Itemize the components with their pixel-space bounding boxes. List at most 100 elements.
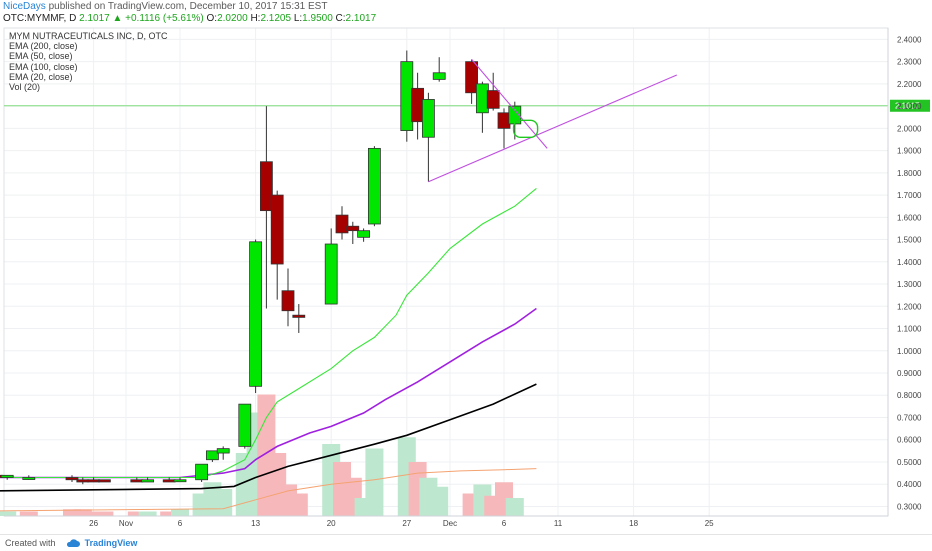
- ema20-line: [0, 187, 537, 479]
- candle-body: [346, 225, 360, 232]
- change-label: 2.1017 ▲ +0.1116 (+5.61%): [79, 13, 204, 24]
- candle-body: [216, 448, 230, 454]
- ohlc-readout: OTC:MYMMF, D 2.1017 ▲ +0.1116 (+5.61%) O…: [3, 13, 376, 25]
- tradingview-logo-text[interactable]: TradingView: [84, 538, 138, 548]
- price-tick-label: 0.9000: [897, 369, 922, 378]
- candle-body: [205, 450, 219, 461]
- candlesticks: [0, 50, 522, 485]
- legend-item-volume[interactable]: Vol (20): [9, 82, 41, 93]
- price-tick-label: 1.7000: [897, 191, 922, 200]
- volume-bar: [160, 511, 179, 516]
- candle-body: [76, 479, 90, 483]
- volume-bar: [73, 509, 92, 516]
- volume-bar: [430, 486, 449, 516]
- price-tick-label: 1.6000: [897, 213, 922, 222]
- candle-body: [98, 479, 111, 483]
- candle-body: [281, 290, 295, 312]
- ema200-line: [0, 468, 537, 512]
- close-label: C:: [335, 13, 346, 24]
- price-tick-label: 0.7000: [897, 413, 922, 422]
- price-tick-label: 1.1000: [897, 325, 922, 334]
- plot-frame: [3, 27, 889, 517]
- candle-body: [238, 403, 252, 447]
- candle-body: [465, 61, 479, 94]
- open-value: 2.0200: [217, 13, 248, 24]
- candle-body: [259, 161, 273, 212]
- candle-body: [324, 243, 338, 305]
- ema50-line: [0, 307, 537, 479]
- trendlines: [428, 59, 678, 183]
- chart-grid: [3, 27, 889, 517]
- candle-body: [367, 147, 381, 225]
- author-name[interactable]: NiceDays: [3, 1, 46, 12]
- ema100-line: [0, 383, 537, 492]
- price-tick-label: 2.0000: [897, 124, 922, 133]
- price-tick-label: 0.8000: [897, 391, 922, 400]
- date-tick-label: 13: [251, 519, 260, 528]
- date-tick-label: 6: [178, 519, 183, 528]
- candle-body: [421, 99, 435, 138]
- cloud-icon: [66, 539, 81, 548]
- candle-body: [195, 463, 209, 481]
- candle-body: [141, 479, 155, 483]
- date-tick-label: Dec: [443, 519, 457, 528]
- candle-body: [0, 474, 14, 478]
- volume-bar: [19, 511, 38, 516]
- trendline: [428, 74, 678, 183]
- low-label: L:: [293, 13, 303, 24]
- price-tick-label: 0.6000: [897, 436, 922, 445]
- close-value: 2.1017: [345, 13, 377, 24]
- volume-bar: [171, 509, 189, 516]
- date-tick-label: 11: [554, 519, 563, 528]
- candle-body: [65, 477, 79, 481]
- high-value: 2.1205: [260, 13, 292, 24]
- price-tick-label: 2.4000: [897, 35, 922, 44]
- candle-body: [87, 479, 100, 483]
- volume-bar: [505, 498, 524, 516]
- candle-body: [173, 479, 187, 483]
- volume-bar: [95, 511, 114, 516]
- footer-bar: Created with TradingView: [0, 534, 932, 551]
- price-tick-label: 1.9000: [897, 147, 922, 156]
- indicator-legend: MYM NUTRACEUTICALS INC, D, OTC EMA (200,…: [9, 31, 168, 92]
- volume-bar: [0, 511, 17, 516]
- price-tick-label: 2.3000: [897, 58, 922, 67]
- candle-body: [292, 314, 306, 318]
- price-badge: [890, 99, 930, 112]
- candle-body: [486, 90, 500, 109]
- candle-body: [130, 479, 144, 483]
- symbol-label: OTC:MYMMF, D: [3, 13, 77, 24]
- date-tick-label: 26: [89, 519, 98, 528]
- candle-body: [162, 479, 176, 483]
- legend-item-ema200[interactable]: EMA (200, close): [9, 41, 78, 52]
- open-label: O:: [206, 13, 218, 24]
- candle-body: [335, 214, 349, 234]
- volume-bar: [289, 493, 308, 516]
- price-tick-label: 1.8000: [897, 169, 922, 178]
- candle-body: [357, 230, 371, 238]
- price-tick-label: 0.5000: [897, 458, 922, 467]
- publish-text: published on TradingView.com, December 1…: [48, 1, 328, 12]
- price-line: 2.1017: [4, 99, 930, 112]
- volume-bar: [138, 511, 157, 516]
- volume-bar: [84, 511, 103, 516]
- low-value: 1.9500: [302, 13, 333, 24]
- legend-item-ema50[interactable]: EMA (50, close): [9, 51, 73, 62]
- price-tick-label: 2.1000: [897, 102, 922, 111]
- high-label: H:: [250, 13, 261, 24]
- ema-lines: [0, 187, 537, 512]
- volume-bar: [63, 509, 81, 516]
- date-tick-label: 18: [629, 519, 638, 528]
- time-axis: 26 Nov 6 13 20 27 Dec 6 11 18 25: [4, 515, 888, 528]
- price-axis: 2.4000 2.3000 2.2000 2.1000 2.0000 1.9000 1.80…: [887, 28, 922, 516]
- volume-bars: [0, 394, 524, 516]
- price-tick-label: 0.3000: [897, 502, 922, 511]
- publish-info: NiceDays published on TradingView.com, D…: [3, 1, 327, 13]
- volume-bar: [365, 448, 384, 516]
- candle-body: [475, 83, 489, 114]
- legend-item-ema20[interactable]: EMA (20, close): [9, 71, 73, 82]
- price-tick-label: 1.4000: [897, 258, 922, 267]
- price-badge-label: 2.1017: [895, 102, 920, 111]
- legend-item-ema100[interactable]: EMA (100, close): [9, 61, 78, 72]
